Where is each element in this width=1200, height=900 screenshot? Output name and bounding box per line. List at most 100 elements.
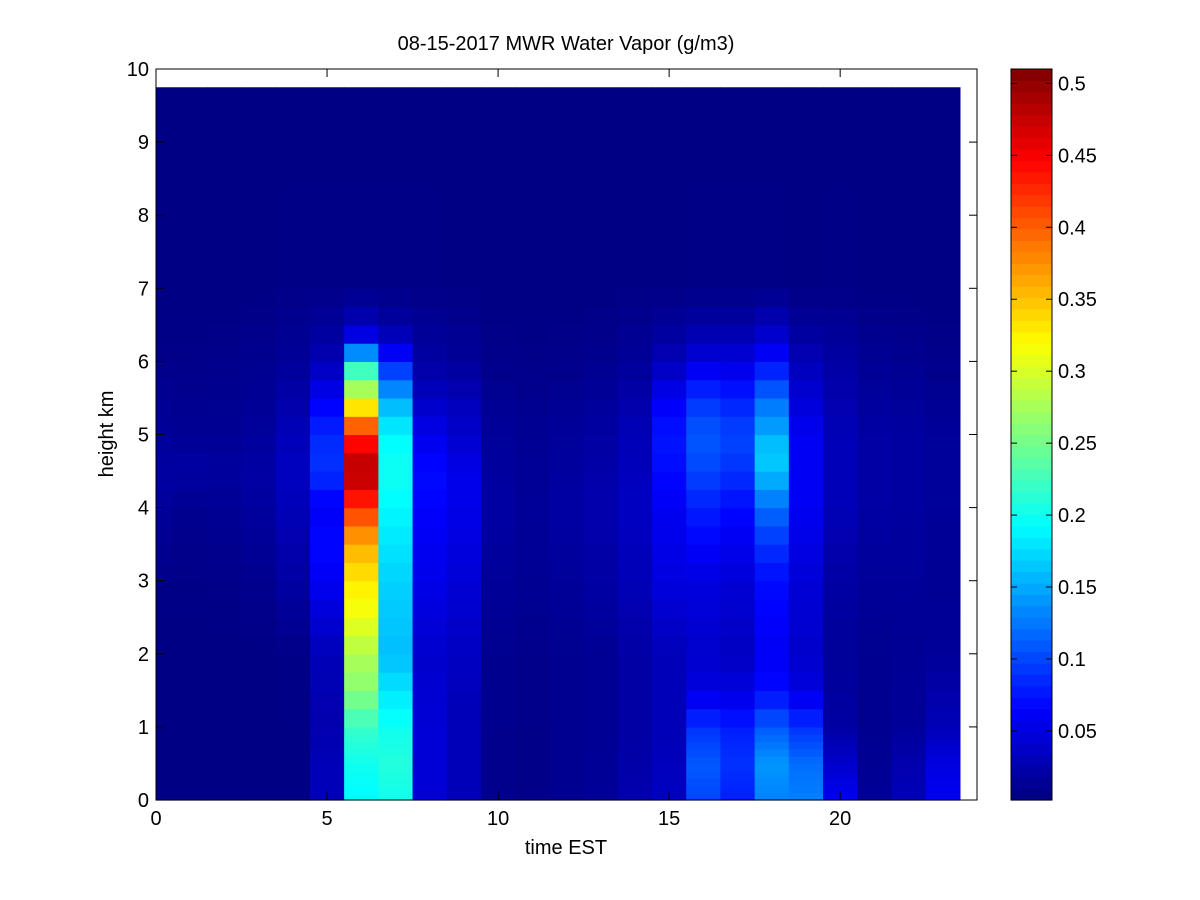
- heatmap-cell: [583, 544, 619, 564]
- heatmap-cell: [309, 215, 345, 235]
- heatmap-cell: [173, 251, 208, 271]
- heatmap-cell: [720, 748, 756, 757]
- heatmap-cell: [720, 792, 756, 801]
- heatmap-cell: [378, 233, 414, 253]
- heatmap-cell: [156, 324, 174, 344]
- heatmap-cell: [652, 785, 687, 794]
- heatmap-cell: [515, 598, 550, 618]
- colorbar-segment: [1011, 114, 1052, 127]
- heatmap-cell: [173, 562, 208, 582]
- heatmap-cell: [788, 87, 824, 107]
- heatmap-cell: [241, 741, 277, 750]
- heatmap-cell: [652, 741, 687, 750]
- heatmap-cell: [275, 741, 311, 750]
- heatmap-cell: [720, 105, 756, 125]
- heatmap-cell: [446, 507, 482, 527]
- heatmap-cell: [207, 617, 243, 637]
- heatmap-cell: [309, 507, 345, 527]
- heatmap-cell: [378, 397, 414, 417]
- heatmap-cell: [344, 123, 379, 143]
- heatmap-cell: [891, 87, 927, 107]
- heatmap-cell: [412, 734, 448, 743]
- heatmap-cell: [480, 288, 516, 308]
- heatmap-cell: [156, 617, 174, 637]
- heatmap-cell: [686, 251, 722, 271]
- heatmap-cell: [207, 270, 243, 289]
- heatmap-cell: [515, 785, 550, 794]
- heatmap-cell: [446, 196, 482, 216]
- heatmap-cell: [173, 748, 208, 757]
- heatmap-cell: [344, 178, 379, 198]
- heatmap-cell: [686, 87, 722, 107]
- heatmap-cell: [549, 785, 585, 794]
- heatmap-cell: [754, 379, 790, 399]
- heatmap-cell: [446, 416, 482, 436]
- heatmap-cell: [207, 653, 243, 673]
- heatmap-cell: [788, 160, 824, 180]
- heatmap-cell: [446, 343, 482, 363]
- heatmap-cell: [583, 741, 619, 750]
- colorbar-segment: [1011, 400, 1052, 413]
- heatmap-cell: [480, 361, 516, 381]
- colorbar-tick-label: 0.1: [1058, 649, 1086, 671]
- heatmap-cell: [788, 233, 824, 253]
- heatmap-cell: [275, 196, 311, 216]
- heatmap-cell: [720, 215, 756, 235]
- heatmap-cell: [412, 306, 448, 326]
- heatmap-cell: [686, 215, 722, 235]
- heatmap-cell: [344, 215, 379, 235]
- heatmap-cell: [515, 452, 550, 472]
- heatmap-cell: [412, 343, 448, 363]
- heatmap-cell: [857, 770, 893, 779]
- heatmap-cell: [857, 105, 893, 125]
- heatmap-cell: [515, 471, 550, 490]
- heatmap-cell: [925, 763, 961, 772]
- heatmap-cell: [412, 196, 448, 216]
- heatmap-cell: [652, 379, 687, 399]
- heatmap-cell: [156, 741, 174, 750]
- heatmap-cell: [549, 251, 585, 271]
- heatmap-cell: [617, 324, 653, 344]
- heatmap-cell: [617, 123, 653, 143]
- heatmap-cell: [412, 215, 448, 235]
- heatmap-cell: [173, 324, 208, 344]
- heatmap-cell: [309, 672, 345, 691]
- heatmap-cell: [275, 763, 311, 772]
- heatmap-cell: [891, 251, 927, 271]
- heatmap-cell: [344, 507, 379, 527]
- heatmap-cell: [378, 763, 414, 772]
- heatmap-cell: [378, 288, 414, 308]
- heatmap-cell: [823, 778, 858, 786]
- heatmap-cell: [857, 251, 893, 271]
- heatmap-cell: [344, 785, 379, 794]
- colorbar-segment: [1011, 228, 1052, 241]
- heatmap-cell: [344, 617, 379, 637]
- heatmap-cell: [549, 763, 585, 772]
- heatmap-cell: [823, 489, 858, 509]
- heatmap-cell: [549, 690, 585, 710]
- colorbar-segment: [1011, 377, 1052, 390]
- heatmap-cell: [378, 562, 414, 582]
- heatmap-cell: [857, 708, 893, 728]
- colorbar-segment: [1011, 560, 1052, 573]
- heatmap-cell: [617, 379, 653, 399]
- heatmap-cell: [173, 763, 208, 772]
- heatmap-cell: [754, 452, 790, 472]
- colorbar-segment: [1011, 69, 1052, 82]
- heatmap-cell: [652, 343, 687, 363]
- heatmap-cell: [241, 343, 277, 363]
- heatmap-cell: [652, 215, 687, 235]
- heatmap-cell: [754, 251, 790, 271]
- heatmap-cell: [446, 734, 482, 743]
- heatmap-cell: [207, 690, 243, 710]
- colorbar-segment: [1011, 594, 1052, 607]
- heatmap-cell: [480, 306, 516, 326]
- heatmap-cell: [652, 288, 687, 308]
- heatmap-cell: [309, 770, 345, 779]
- heatmap-cell: [788, 580, 824, 600]
- heatmap-cell: [925, 343, 961, 363]
- heatmap-cell: [173, 105, 208, 125]
- heatmap-cell: [857, 785, 893, 794]
- heatmap-cell: [788, 361, 824, 381]
- heatmap-cell: [378, 178, 414, 198]
